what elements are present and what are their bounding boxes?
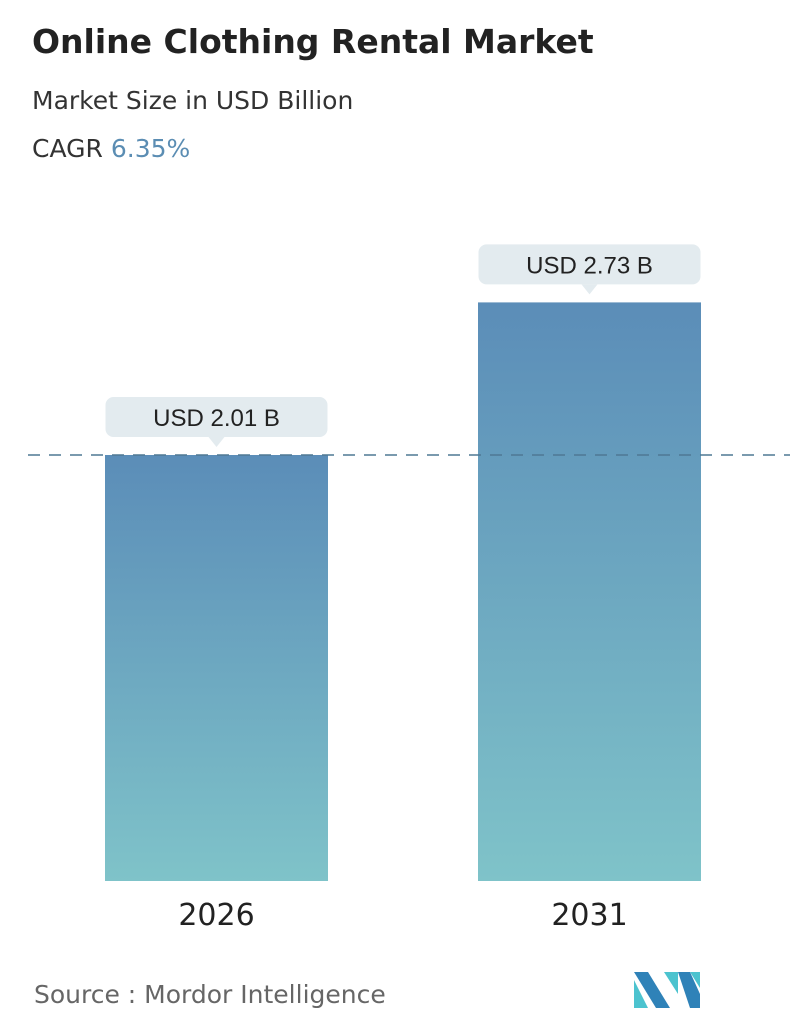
source-text: Source : Mordor Intelligence [34,980,386,1009]
data-label: USD 2.01 B [153,405,280,432]
x-tick-label: 2031 [551,898,627,933]
callout-pointer [581,284,598,295]
chart-title: Online Clothing Rental Market [32,22,594,61]
chart-subtitle: Market Size in USD Billion [32,86,354,115]
x-tick-label: 2026 [178,898,254,933]
mordor-logo [634,972,700,1008]
cagr-value: 6.35% [110,134,191,163]
data-label-callout [478,244,701,285]
cagr: CAGR 6.35% [32,134,190,163]
cagr-label: CAGR [32,134,103,163]
data-label: USD 2.73 B [526,252,653,279]
bar-2031 [478,302,701,882]
bar-2026 [105,455,328,881]
callout-pointer [208,437,225,447]
bar-chart: USD 2.01 B 2026 USD 2.73 B 2031 [28,244,790,933]
data-label-callout [105,397,328,437]
